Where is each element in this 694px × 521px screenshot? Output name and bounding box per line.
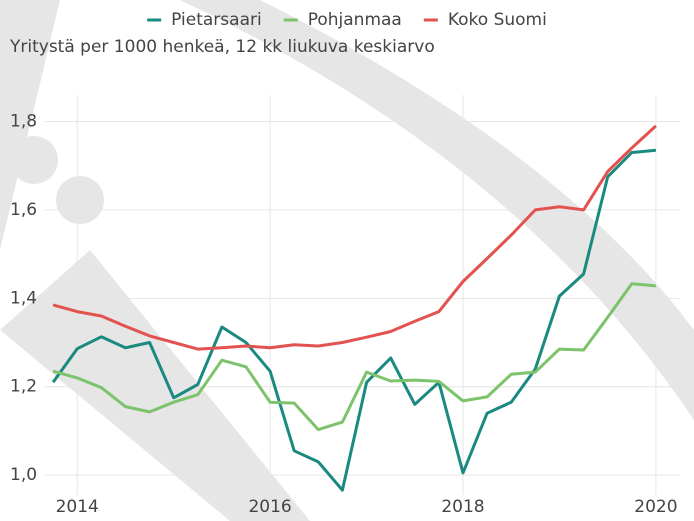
x-tick-label: 2018 (441, 497, 484, 517)
legend-label: Pietarsaari (171, 10, 262, 30)
chart-subtitle: Yritystä per 1000 henkeä, 12 kk liukuva … (9, 37, 435, 57)
y-tick-label: 1,0 (10, 465, 37, 485)
legend-label: Pohjanmaa (308, 10, 402, 30)
x-tick-label: 2014 (56, 497, 99, 517)
watermark (0, 0, 694, 521)
x-tick-label: 2020 (634, 497, 677, 517)
legend-label: Koko Suomi (448, 10, 547, 30)
y-tick-label: 1,8 (10, 112, 37, 132)
y-tick-label: 1,2 (10, 377, 37, 397)
legend: Pietarsaari Pohjanmaa Koko Suomi (147, 10, 547, 30)
x-tick-label: 2016 (248, 497, 291, 517)
chart: Yritystä per 1000 henkeä, 12 kk liukuva … (0, 0, 694, 521)
y-tick-label: 1,6 (10, 200, 37, 220)
y-tick-label: 1,4 (10, 288, 37, 308)
